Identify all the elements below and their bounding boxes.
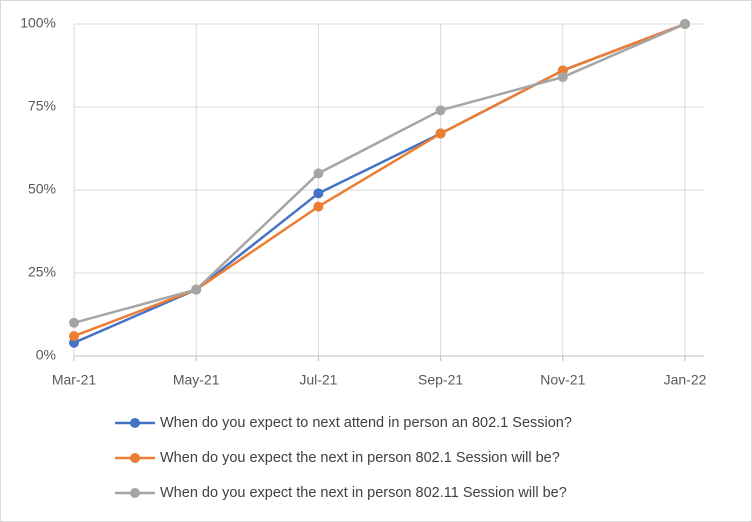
data-point xyxy=(680,19,690,29)
series-line xyxy=(73,22,686,325)
x-tick-label: Jul-21 xyxy=(299,372,337,388)
legend-marker xyxy=(130,488,140,498)
data-point xyxy=(69,317,79,328)
x-tick-label: Mar-21 xyxy=(52,372,97,388)
legend-label: When do you expect the next in person 80… xyxy=(160,485,567,501)
data-point xyxy=(191,284,202,295)
data-point xyxy=(313,201,324,212)
data-point xyxy=(557,72,568,83)
legend-label: When do you expect the next in person 80… xyxy=(160,450,560,466)
data-point xyxy=(313,188,324,199)
x-tick-label: Jan-22 xyxy=(664,372,707,388)
series-line xyxy=(73,22,686,338)
x-tick-label: May-21 xyxy=(173,372,220,388)
y-tick-label: 100% xyxy=(20,15,56,31)
y-tick-label: 0% xyxy=(36,347,56,363)
x-tick-label: Nov-21 xyxy=(540,372,585,388)
y-tick-label: 25% xyxy=(28,264,56,280)
legend-marker xyxy=(130,453,140,463)
x-tick-label: Sep-21 xyxy=(418,372,463,388)
data-point xyxy=(69,331,79,342)
legend-marker xyxy=(130,418,140,428)
y-tick-label: 75% xyxy=(28,98,56,114)
legend: When do you expect to next attend in per… xyxy=(115,415,572,501)
y-tick-label: 50% xyxy=(28,181,56,197)
legend-label: When do you expect to next attend in per… xyxy=(160,415,572,431)
data-point xyxy=(435,128,446,139)
data-point xyxy=(313,168,324,179)
data-point xyxy=(435,105,446,116)
